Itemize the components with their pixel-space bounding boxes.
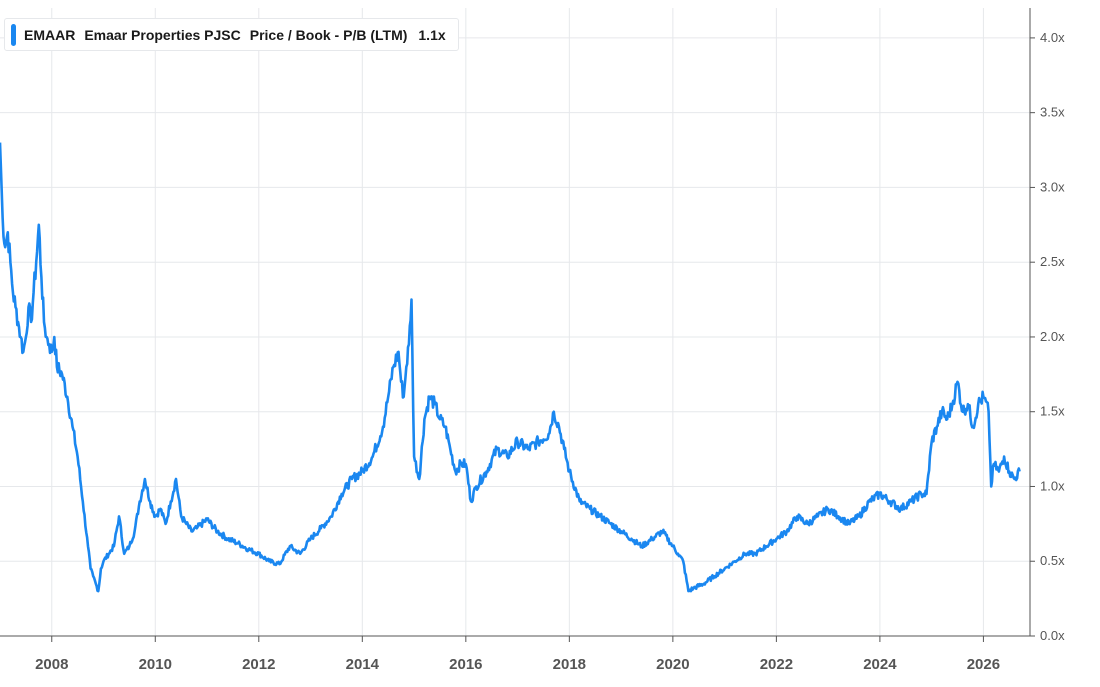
x-tick-label: 2026	[967, 656, 1000, 673]
y-tick-label: 4.0x	[1040, 30, 1065, 45]
y-tick-label: 3.0x	[1040, 179, 1065, 194]
legend-box[interactable]: EMAAR Emaar Properties PJSC Price / Book…	[4, 18, 459, 51]
legend-company: Emaar Properties PJSC	[84, 26, 241, 43]
axes: 0.0x 0.5x 1.0x 1.5x 2.0x 2.5x 3.0x 3.5x 4.0x 2008…	[0, 8, 1065, 673]
y-tick-label: 2.0x	[1040, 329, 1065, 344]
series-color-swatch	[11, 23, 16, 46]
y-tick-label: 1.5x	[1040, 404, 1065, 419]
y-tick-label: 0.0x	[1040, 628, 1065, 643]
x-tick-label: 2020	[656, 656, 689, 673]
legend-ticker: EMAAR	[24, 26, 76, 43]
gridlines	[0, 8, 1030, 637]
series-line-emaar	[0, 142, 1021, 593]
x-tick-label: 2022	[760, 656, 793, 673]
y-tick-label: 3.5x	[1040, 105, 1065, 120]
x-tick-label: 2018	[553, 656, 586, 673]
x-tick-label: 2024	[863, 656, 897, 673]
legend-value: 1.1x	[418, 26, 446, 43]
series-layer	[0, 142, 1021, 593]
x-tick-label: 2008	[35, 656, 68, 673]
x-tick-label: 2012	[242, 656, 275, 673]
y-tick-label: 2.5x	[1040, 254, 1065, 269]
x-tick-label: 2014	[346, 656, 380, 673]
legend-metric: Price / Book - P/B (LTM)	[249, 26, 408, 43]
x-tick-label: 2010	[139, 656, 172, 673]
y-tick-label: 0.5x	[1040, 553, 1065, 568]
y-tick-label: 1.0x	[1040, 478, 1065, 493]
x-tick-label: 2016	[449, 656, 482, 673]
